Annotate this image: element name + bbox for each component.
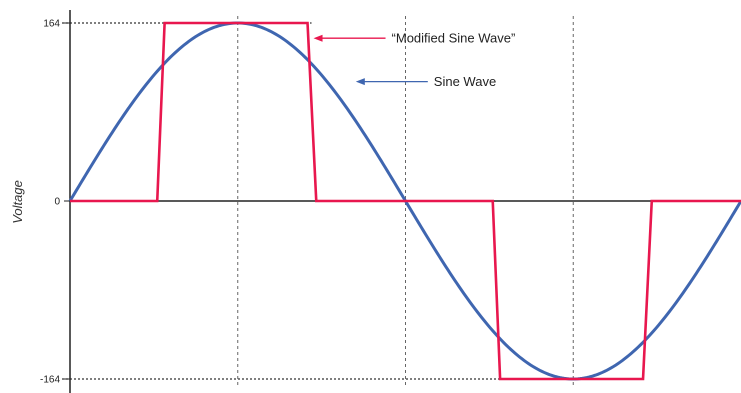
y-tick-label-2: -164 [40, 375, 60, 386]
annotation-label-1: Sine Wave [434, 74, 496, 89]
annotation-label-0: “Modified Sine Wave” [392, 31, 516, 46]
annotation-arrowhead-1 [355, 78, 365, 86]
tick-labels: 164 0 -164 [40, 19, 60, 386]
y-axis-label: Voltage [10, 180, 25, 224]
series-layer [68, 21, 741, 381]
series-line-1 [70, 21, 741, 381]
y-tick-label-1: 0 [54, 197, 60, 208]
y-tick-label-0: 164 [43, 19, 60, 30]
annotations: “Modified Sine Wave” Sine Wave [313, 31, 516, 89]
annotation-arrowhead-0 [313, 34, 323, 42]
